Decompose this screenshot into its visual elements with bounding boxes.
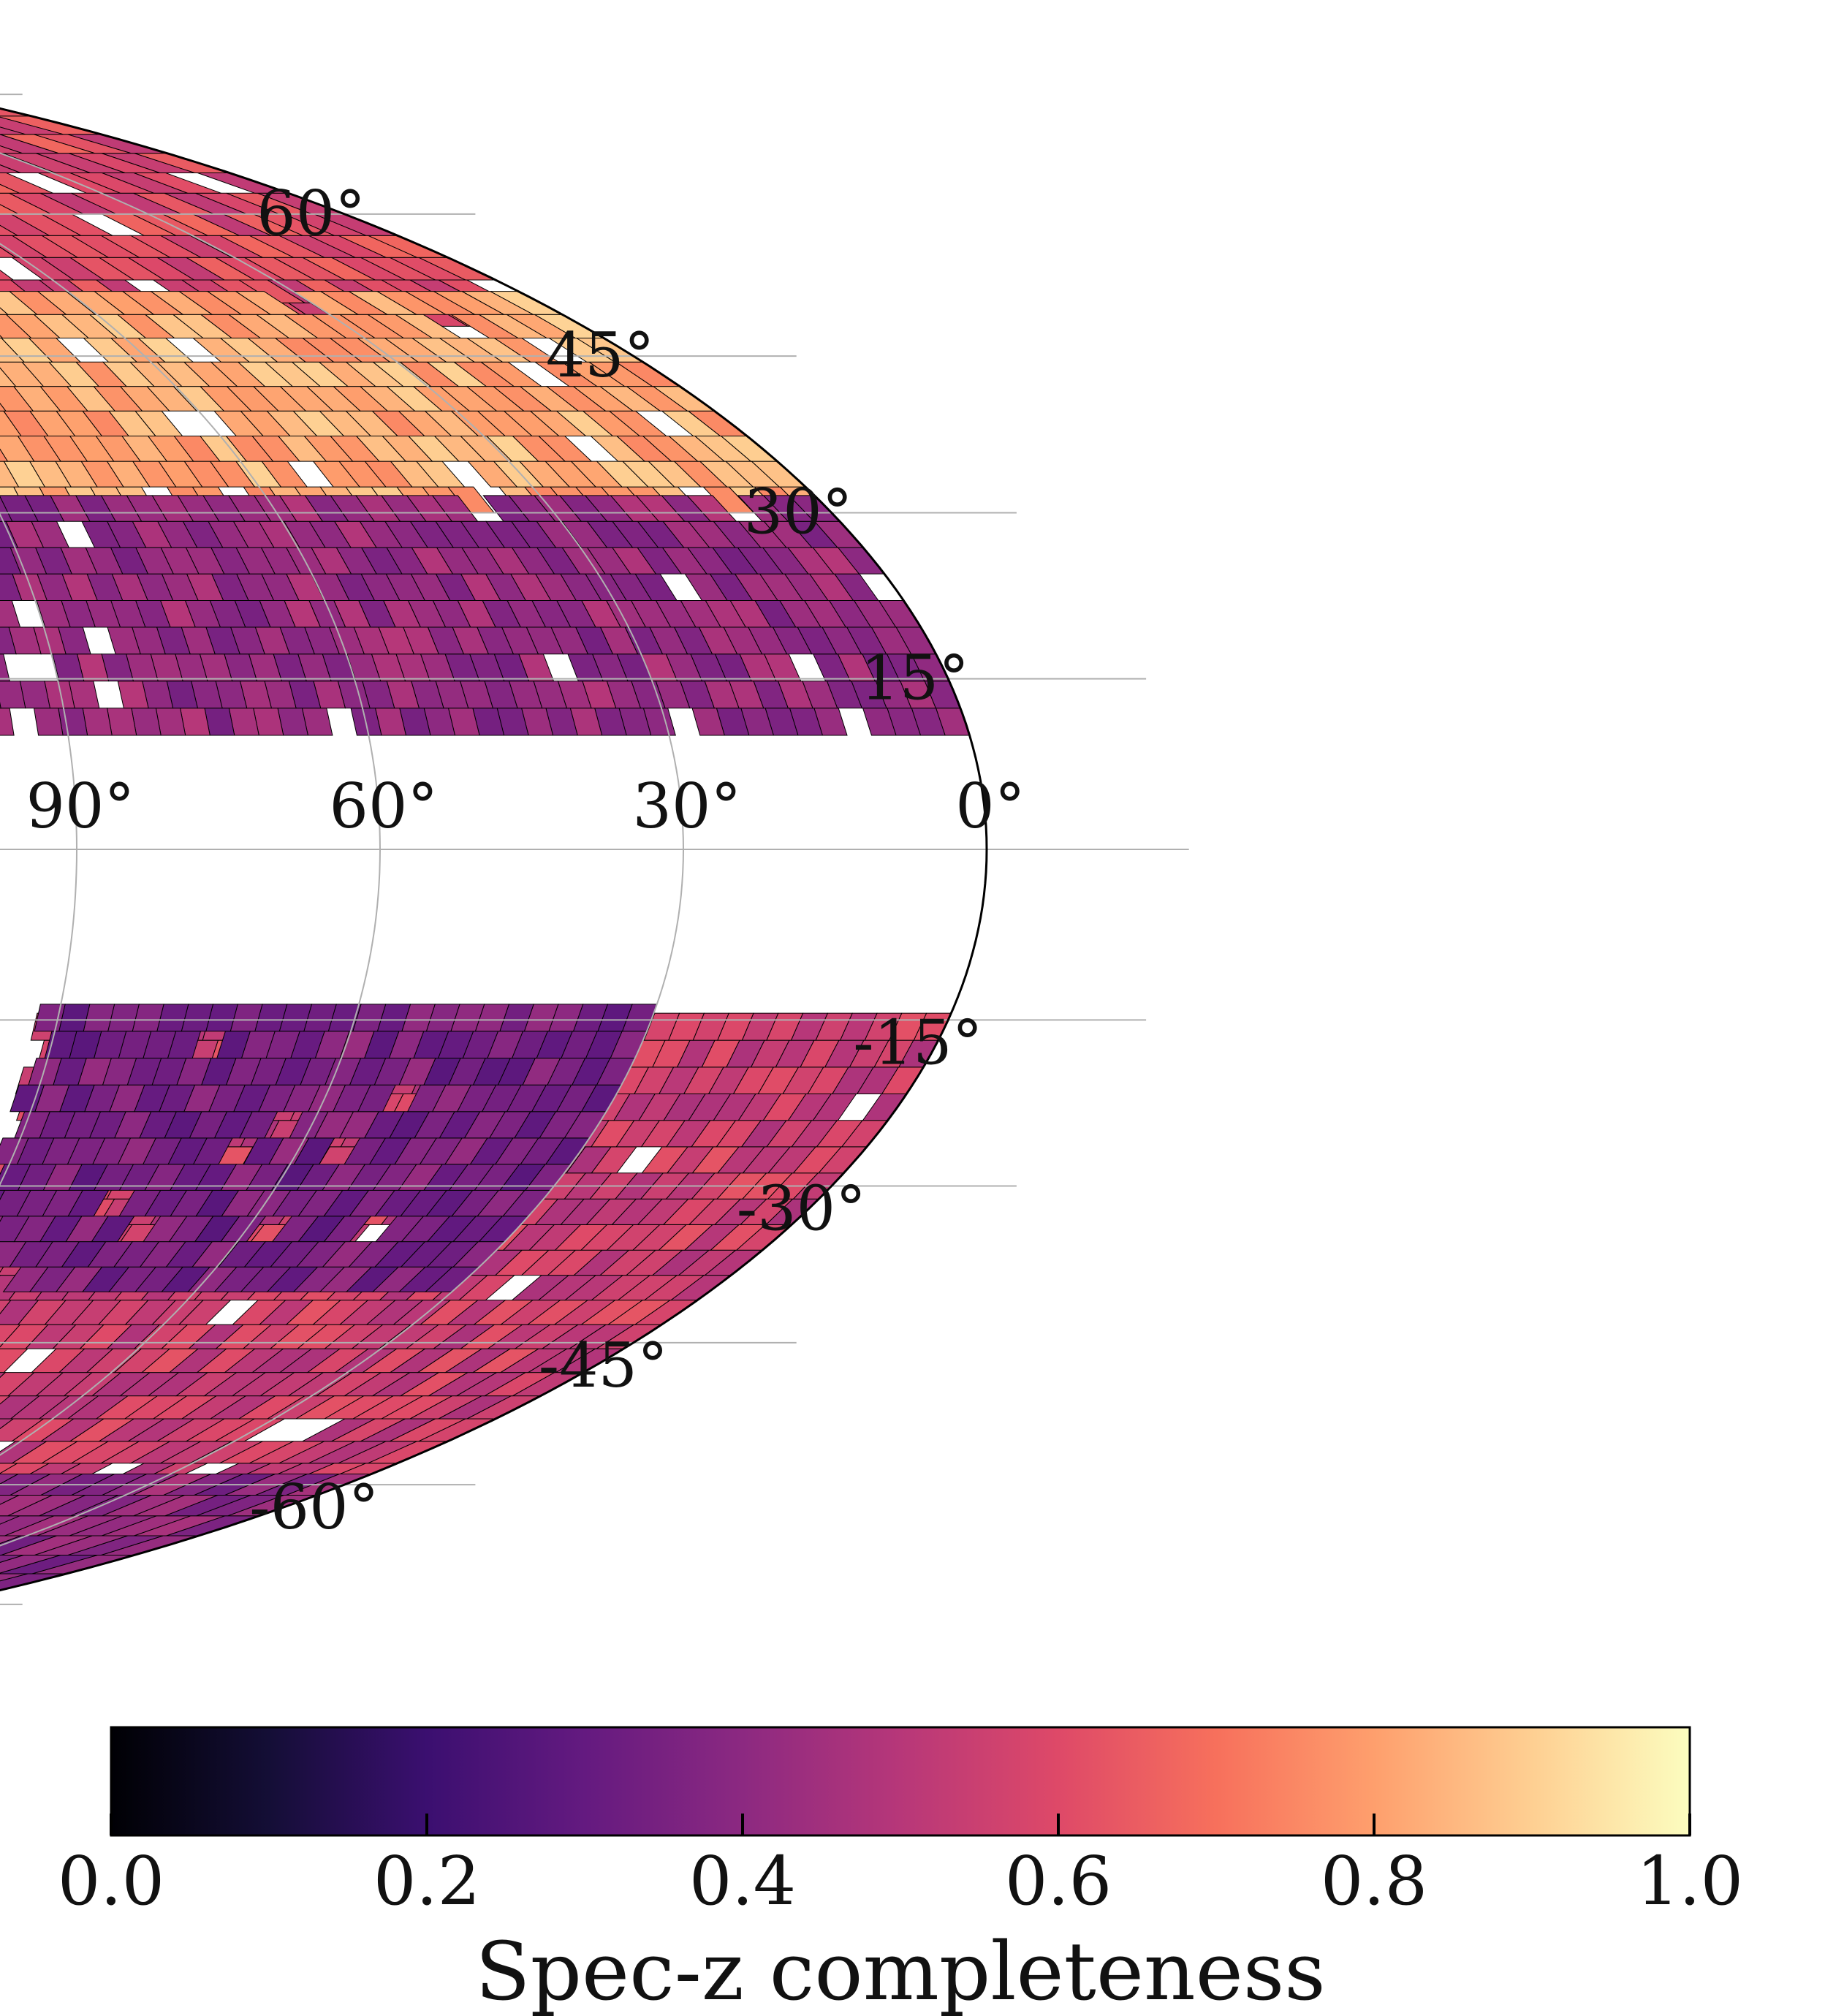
completeness-tile bbox=[0, 520, 19, 548]
colorbar-tick-label: 0.6 bbox=[1005, 1842, 1112, 1920]
completeness-tile bbox=[0, 213, 19, 236]
colorbar-tick-label: 0.0 bbox=[58, 1842, 164, 1920]
colorbar-gradient bbox=[110, 1726, 1691, 1837]
completeness-tile bbox=[0, 1418, 15, 1442]
completeness-tile bbox=[10, 1084, 45, 1113]
dec-tick-label: -15° bbox=[853, 1007, 982, 1078]
completeness-tile bbox=[58, 708, 88, 736]
completeness-tile bbox=[0, 1515, 20, 1536]
completeness-tile bbox=[0, 361, 17, 387]
completeness-tile bbox=[0, 708, 15, 736]
colorbar: 0.0 0.2 0.4 0.6 0.8 1.0 Spec-z completeness bbox=[58, 1726, 1743, 2016]
completeness-tile bbox=[0, 257, 15, 281]
completeness-tile bbox=[34, 1004, 66, 1032]
completeness-tile bbox=[0, 1300, 12, 1325]
dec-tick-label: 15° bbox=[860, 643, 969, 714]
ra-tick-label: 0° bbox=[955, 770, 1025, 842]
completeness-tile bbox=[0, 173, 53, 194]
completeness-tile bbox=[28, 1058, 62, 1085]
completeness-tile bbox=[0, 681, 26, 709]
dec-tick-label: -60° bbox=[249, 1471, 379, 1543]
dec-tick-label: -45° bbox=[539, 1330, 668, 1401]
dec-tick-label: -30° bbox=[737, 1173, 866, 1245]
completeness-tile bbox=[0, 1463, 19, 1485]
completeness-tile bbox=[0, 1241, 27, 1267]
completeness-tile bbox=[0, 134, 95, 154]
completeness-tile bbox=[862, 1094, 908, 1121]
completeness-tile bbox=[0, 1395, 11, 1420]
completeness-tile bbox=[0, 235, 48, 258]
colorbar-tick-label: 0.8 bbox=[1321, 1842, 1427, 1920]
completeness-tile bbox=[0, 1573, 28, 1592]
completeness-tiles bbox=[0, 98, 971, 1592]
dec-tick-label: 45° bbox=[546, 319, 655, 391]
meridian-line bbox=[0, 243, 382, 1456]
completeness-tile bbox=[0, 1348, 29, 1373]
completeness-tile bbox=[0, 1495, 20, 1517]
dec-tick-label: 60° bbox=[257, 178, 365, 249]
completeness-tile bbox=[0, 192, 19, 215]
completeness-tile bbox=[0, 1555, 24, 1574]
completeness-tile bbox=[0, 115, 64, 135]
completeness-tile bbox=[737, 495, 789, 522]
completeness-tile bbox=[0, 495, 13, 522]
completeness-tile bbox=[0, 386, 34, 412]
completeness-tile bbox=[0, 1535, 22, 1555]
completeness-tile bbox=[0, 461, 20, 488]
completeness-tile bbox=[33, 708, 64, 736]
completeness-tile bbox=[0, 573, 23, 601]
completeness-tile bbox=[0, 173, 20, 194]
colorbar-tick-label: 0.2 bbox=[373, 1842, 480, 1920]
ra-tick-label: 90° bbox=[26, 770, 135, 842]
completeness-tile bbox=[0, 213, 51, 236]
colorbar-tick-label: 0.4 bbox=[689, 1842, 796, 1920]
coordinate-labels: 0°30°60°90°120°150°75°60°45°30°15°-15°-3… bbox=[26, 178, 1025, 1543]
completeness-tile bbox=[482, 495, 531, 522]
completeness-tile bbox=[0, 115, 26, 135]
completeness-tile bbox=[0, 410, 22, 436]
completeness-tile bbox=[0, 1137, 29, 1165]
completeness-tile bbox=[0, 626, 17, 655]
completeness-tile bbox=[0, 436, 35, 462]
colorbar-ticks: 0.0 0.2 0.4 0.6 0.8 1.0 bbox=[58, 1814, 1743, 1920]
completeness-tile bbox=[0, 153, 56, 173]
completeness-tile bbox=[82, 708, 113, 736]
ra-tick-label: 30° bbox=[633, 770, 742, 842]
completeness-tile bbox=[0, 653, 10, 682]
colorbar-title: Spec-z completeness bbox=[475, 1925, 1326, 2016]
completeness-tile bbox=[0, 1189, 6, 1217]
completeness-tile bbox=[0, 134, 58, 154]
meridian-line bbox=[0, 512, 78, 1186]
completeness-tile bbox=[0, 361, 45, 387]
completeness-tile bbox=[0, 1474, 18, 1496]
sky-boundary-ellipse bbox=[0, 107, 988, 1592]
completeness-tile bbox=[0, 98, 31, 117]
completeness-tile bbox=[0, 314, 32, 338]
completeness-tile bbox=[0, 547, 22, 575]
completeness-tile bbox=[0, 291, 38, 315]
colorbar-tick-label: 1.0 bbox=[1636, 1842, 1743, 1920]
ra-tick-label: 60° bbox=[330, 770, 439, 842]
completeness-tile bbox=[0, 600, 21, 628]
meridian-line bbox=[0, 152, 685, 1547]
dec-tick-label: 30° bbox=[744, 477, 853, 548]
completeness-tile bbox=[0, 1324, 21, 1349]
